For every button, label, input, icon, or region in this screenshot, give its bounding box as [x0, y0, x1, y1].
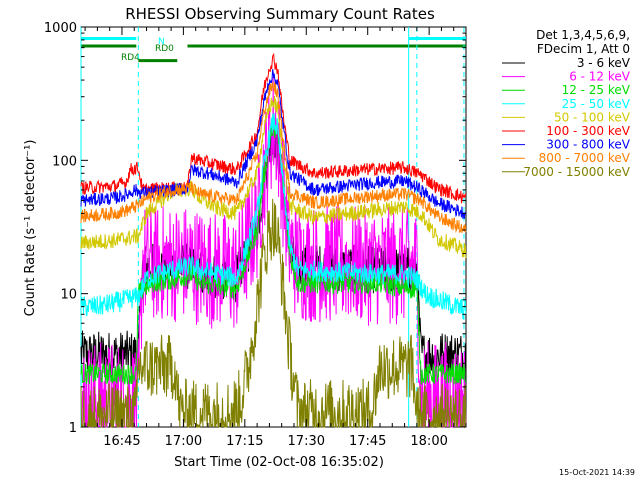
y-tick-label: 100 — [52, 154, 77, 169]
series-line-7 — [80, 69, 467, 219]
series-line-8 — [80, 81, 467, 233]
legend-entry: 25 - 50 keV — [562, 97, 631, 111]
series-line-5 — [80, 95, 467, 259]
status-label-n: N — [158, 37, 165, 47]
chart-title: RHESSI Observing Summary Count Rates — [125, 5, 435, 23]
y-tick-label: 10 — [60, 288, 77, 303]
legend-entry: 3 - 6 keV — [577, 56, 631, 70]
legend-entry: 300 - 800 keV — [546, 138, 630, 152]
status-label-rd4: RD4 — [121, 53, 140, 63]
legend-header: FDecim 1, Att 0 — [537, 42, 630, 56]
legend-entry: 7000 - 15000 keV — [523, 165, 630, 179]
series-line-9 — [80, 198, 467, 429]
legend-entry: 12 - 25 keV — [562, 83, 631, 97]
x-tick-label: 17:00 — [165, 434, 202, 449]
x-tick-label: 17:30 — [288, 434, 325, 449]
legend-entry: 800 - 7000 keV — [539, 151, 631, 165]
x-tick-label: 17:15 — [226, 434, 263, 449]
y-tick-label: 1 — [69, 421, 77, 436]
legend-header: Det 1,3,4,5,6,9, — [536, 28, 630, 42]
x-tick-label: 17:45 — [349, 434, 386, 449]
x-axis-label: Start Time (02-Oct-08 16:35:02) — [174, 455, 384, 470]
legend-entry: 6 - 12 keV — [569, 70, 631, 84]
legend-entry: 100 - 300 keV — [546, 124, 630, 138]
y-axis-label: Count Rate (s⁻¹ detector⁻¹) — [23, 140, 38, 317]
y-tick-label: 1000 — [44, 21, 77, 36]
x-tick-label: 16:45 — [103, 434, 140, 449]
timestamp: 15-Oct-2021 14:39 — [559, 468, 635, 477]
legend-entry: 50 - 100 keV — [554, 110, 631, 124]
series-line-4 — [80, 113, 467, 320]
data-series — [80, 52, 467, 429]
axes: 1 10 100 1000 16:45 17:00 17:15 17:30 17:45 18:00 — [44, 21, 467, 449]
x-tick-label: 18:00 — [410, 434, 447, 449]
status-label-rd0: RD0 — [155, 44, 174, 54]
legend: Det 1,3,4,5,6,9,FDecim 1, Att 03 - 6 keV… — [502, 28, 631, 179]
